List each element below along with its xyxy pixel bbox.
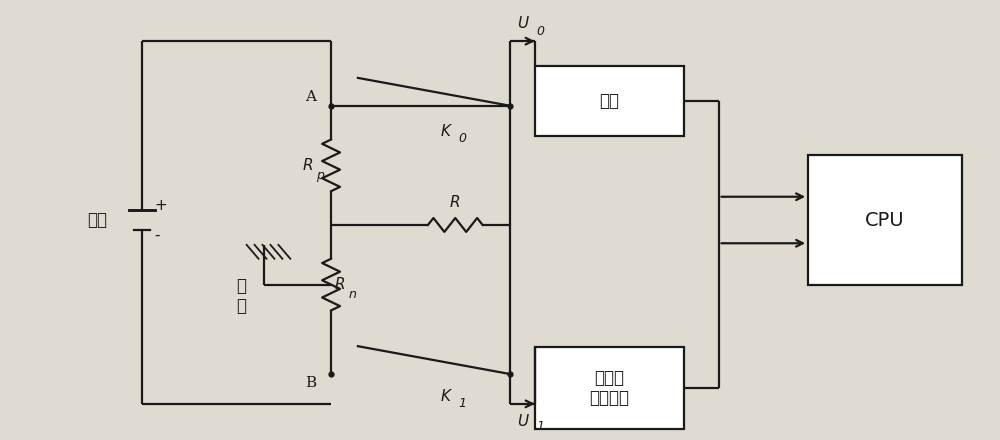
Bar [535, 347, 684, 429]
Text: CPU: CPU [865, 210, 905, 230]
Text: p: p [316, 169, 324, 182]
Text: K: K [440, 124, 450, 139]
Text: +: + [154, 198, 167, 213]
Text: U: U [517, 16, 528, 31]
Text: 降压: 降压 [599, 92, 619, 110]
Text: R: R [335, 277, 346, 292]
Text: K: K [440, 389, 450, 404]
Text: -: - [154, 227, 160, 242]
Text: 0: 0 [458, 132, 466, 145]
Text: 底
盘: 底 盘 [237, 277, 247, 315]
Text: 转换极
性、降压: 转换极 性、降压 [589, 369, 629, 407]
Text: 0: 0 [536, 25, 544, 38]
Text: U: U [517, 414, 528, 429]
Text: 1: 1 [536, 420, 544, 433]
Text: B: B [305, 376, 316, 390]
Text: A: A [305, 90, 316, 104]
Text: R: R [450, 195, 461, 210]
Text: R: R [303, 158, 313, 173]
Text: 电池: 电池 [88, 211, 108, 229]
Text: n: n [349, 288, 357, 301]
Bar [808, 155, 962, 285]
Text: 1: 1 [458, 397, 466, 410]
Bar [535, 66, 684, 136]
